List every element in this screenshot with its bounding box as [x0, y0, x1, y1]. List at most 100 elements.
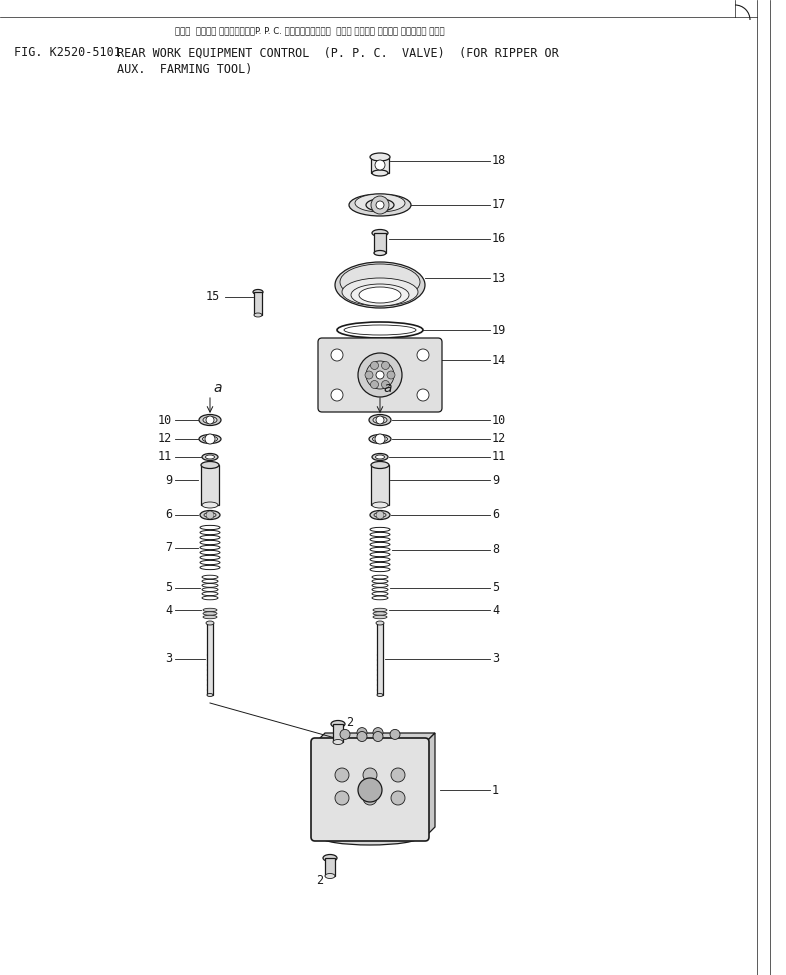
Ellipse shape — [374, 251, 386, 255]
Circle shape — [417, 349, 429, 361]
Circle shape — [206, 511, 214, 519]
Bar — [377, 623, 383, 695]
Text: 4: 4 — [165, 604, 172, 616]
Ellipse shape — [372, 453, 388, 460]
Text: REAR WORK EQUIPMENT CONTROL  (P. P. C.  VALVE)  (FOR RIPPER OR: REAR WORK EQUIPMENT CONTROL (P. P. C. VA… — [117, 47, 559, 59]
Ellipse shape — [351, 284, 409, 306]
Circle shape — [365, 371, 373, 379]
Ellipse shape — [349, 194, 411, 216]
Text: 15: 15 — [206, 291, 220, 303]
Ellipse shape — [200, 511, 220, 520]
Text: 9: 9 — [165, 474, 172, 487]
Text: 6: 6 — [492, 509, 499, 522]
Bar — [371, 465, 389, 505]
Circle shape — [357, 727, 367, 738]
Circle shape — [391, 768, 405, 782]
Circle shape — [205, 434, 215, 444]
Text: 19: 19 — [492, 324, 506, 336]
FancyBboxPatch shape — [318, 338, 442, 412]
Text: 13: 13 — [492, 271, 506, 285]
Ellipse shape — [342, 278, 418, 306]
Circle shape — [331, 389, 343, 401]
Text: 5: 5 — [165, 581, 172, 594]
Circle shape — [376, 416, 384, 424]
Ellipse shape — [374, 513, 386, 518]
Circle shape — [366, 361, 394, 389]
Text: 4: 4 — [492, 604, 499, 616]
Text: 18: 18 — [492, 154, 506, 168]
Text: 12: 12 — [492, 433, 506, 446]
Ellipse shape — [204, 513, 216, 518]
Text: AUX.  FARMING TOOL): AUX. FARMING TOOL) — [117, 63, 252, 76]
Bar — [201, 465, 219, 505]
Circle shape — [331, 349, 343, 361]
Text: 7: 7 — [165, 541, 172, 554]
Ellipse shape — [372, 229, 388, 237]
Ellipse shape — [199, 414, 221, 425]
Bar — [371, 157, 389, 173]
Ellipse shape — [366, 199, 394, 211]
Ellipse shape — [203, 436, 218, 442]
Ellipse shape — [376, 621, 384, 625]
Ellipse shape — [370, 153, 390, 161]
Circle shape — [358, 778, 382, 802]
Ellipse shape — [370, 511, 390, 520]
Ellipse shape — [253, 290, 263, 294]
Ellipse shape — [203, 611, 217, 615]
Ellipse shape — [344, 325, 416, 335]
Ellipse shape — [207, 693, 213, 696]
Bar — [325, 858, 335, 876]
Text: 3: 3 — [492, 652, 499, 666]
Circle shape — [363, 768, 377, 782]
Ellipse shape — [202, 502, 218, 508]
Ellipse shape — [333, 739, 343, 745]
Ellipse shape — [376, 455, 384, 459]
Ellipse shape — [199, 435, 221, 444]
Polygon shape — [315, 733, 435, 743]
Ellipse shape — [373, 615, 387, 619]
Bar — [374, 233, 386, 253]
Circle shape — [376, 511, 384, 519]
Ellipse shape — [369, 435, 391, 444]
Ellipse shape — [203, 416, 217, 423]
Text: 12: 12 — [158, 433, 172, 446]
Ellipse shape — [321, 829, 420, 845]
Text: 14: 14 — [492, 354, 506, 367]
Circle shape — [381, 380, 390, 388]
Circle shape — [390, 729, 400, 739]
Ellipse shape — [371, 461, 389, 469]
Ellipse shape — [369, 414, 391, 425]
Text: 3: 3 — [165, 652, 172, 666]
Ellipse shape — [206, 621, 214, 625]
Ellipse shape — [372, 502, 388, 508]
Ellipse shape — [205, 455, 215, 459]
Circle shape — [335, 768, 349, 782]
Circle shape — [387, 371, 395, 379]
Circle shape — [376, 371, 384, 379]
Circle shape — [357, 731, 367, 742]
Text: 1: 1 — [492, 784, 499, 797]
Text: 17: 17 — [492, 199, 506, 212]
Ellipse shape — [203, 615, 217, 619]
Circle shape — [358, 353, 402, 397]
Ellipse shape — [373, 611, 387, 615]
Text: 5: 5 — [492, 581, 499, 594]
Circle shape — [417, 389, 429, 401]
Circle shape — [373, 731, 383, 742]
FancyBboxPatch shape — [311, 738, 429, 841]
Text: 10: 10 — [158, 413, 172, 426]
Text: 9: 9 — [492, 474, 499, 487]
Circle shape — [391, 791, 405, 805]
Ellipse shape — [373, 416, 387, 423]
Ellipse shape — [340, 264, 420, 300]
Ellipse shape — [254, 313, 262, 317]
Ellipse shape — [203, 608, 217, 611]
Ellipse shape — [331, 721, 345, 727]
Circle shape — [206, 416, 214, 424]
Text: a: a — [213, 381, 222, 395]
Text: 2: 2 — [346, 716, 353, 728]
Text: 16: 16 — [492, 232, 506, 246]
Text: 6: 6 — [165, 509, 172, 522]
Circle shape — [375, 434, 385, 444]
Ellipse shape — [323, 854, 337, 862]
